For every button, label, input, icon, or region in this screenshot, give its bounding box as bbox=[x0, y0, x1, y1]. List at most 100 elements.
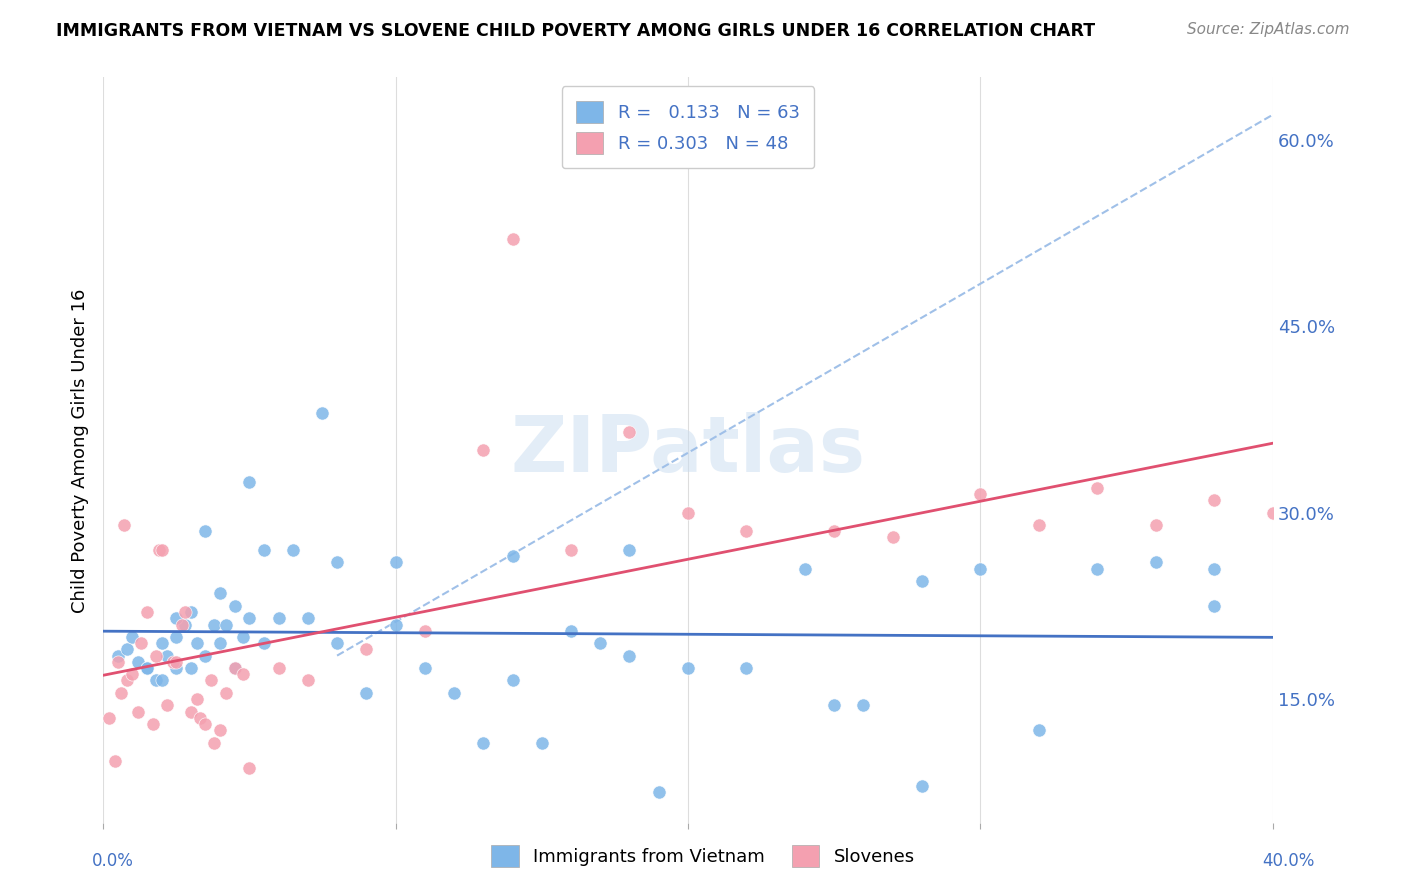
Point bbox=[224, 599, 246, 613]
Point bbox=[1204, 561, 1226, 575]
Point bbox=[238, 760, 260, 774]
Point bbox=[384, 555, 406, 569]
Point bbox=[1144, 518, 1167, 533]
Point bbox=[165, 630, 187, 644]
Point bbox=[136, 661, 159, 675]
Point bbox=[112, 518, 135, 533]
Point bbox=[107, 648, 129, 663]
Point bbox=[283, 543, 305, 558]
Point bbox=[150, 543, 173, 558]
Point bbox=[735, 661, 758, 675]
Point bbox=[209, 636, 232, 650]
Point bbox=[194, 648, 217, 663]
Point bbox=[560, 543, 582, 558]
Point bbox=[150, 673, 173, 688]
Point bbox=[502, 232, 524, 246]
Point bbox=[560, 624, 582, 638]
Point bbox=[110, 686, 132, 700]
Point bbox=[1204, 599, 1226, 613]
Point bbox=[165, 611, 187, 625]
Point bbox=[215, 686, 238, 700]
Point bbox=[224, 661, 246, 675]
Point bbox=[202, 617, 225, 632]
Point bbox=[530, 736, 553, 750]
Point bbox=[413, 624, 436, 638]
Point bbox=[194, 524, 217, 539]
Point bbox=[186, 636, 208, 650]
Point bbox=[472, 443, 495, 458]
Point bbox=[174, 605, 197, 619]
Point bbox=[145, 673, 167, 688]
Point bbox=[793, 561, 815, 575]
Point bbox=[384, 617, 406, 632]
Point bbox=[150, 636, 173, 650]
Point bbox=[735, 524, 758, 539]
Point bbox=[1204, 493, 1226, 508]
Point bbox=[98, 711, 121, 725]
Point bbox=[253, 636, 276, 650]
Point bbox=[253, 543, 276, 558]
Point bbox=[165, 655, 187, 669]
Point bbox=[1028, 518, 1050, 533]
Point bbox=[356, 686, 378, 700]
Point bbox=[224, 661, 246, 675]
Point bbox=[911, 779, 934, 793]
Point bbox=[297, 673, 319, 688]
Point bbox=[165, 661, 187, 675]
Point bbox=[619, 648, 641, 663]
Point bbox=[443, 686, 465, 700]
Text: ZIPatlas: ZIPatlas bbox=[510, 412, 866, 489]
Legend: R =   0.133   N = 63, R = 0.303   N = 48: R = 0.133 N = 63, R = 0.303 N = 48 bbox=[562, 87, 814, 169]
Point bbox=[156, 648, 179, 663]
Point bbox=[156, 698, 179, 713]
Point bbox=[121, 667, 143, 681]
Point bbox=[215, 617, 238, 632]
Point bbox=[676, 506, 699, 520]
Point bbox=[647, 785, 669, 799]
Point bbox=[1085, 561, 1108, 575]
Point bbox=[202, 736, 225, 750]
Point bbox=[823, 698, 845, 713]
Text: IMMIGRANTS FROM VIETNAM VS SLOVENE CHILD POVERTY AMONG GIRLS UNDER 16 CORRELATIO: IMMIGRANTS FROM VIETNAM VS SLOVENE CHILD… bbox=[56, 22, 1095, 40]
Point bbox=[1085, 481, 1108, 495]
Point bbox=[676, 661, 699, 675]
Point bbox=[1028, 723, 1050, 738]
Point bbox=[589, 636, 612, 650]
Legend: Immigrants from Vietnam, Slovenes: Immigrants from Vietnam, Slovenes bbox=[484, 838, 922, 874]
Point bbox=[823, 524, 845, 539]
Point bbox=[326, 636, 349, 650]
Point bbox=[238, 475, 260, 489]
Point bbox=[136, 661, 159, 675]
Text: 0.0%: 0.0% bbox=[91, 852, 134, 870]
Point bbox=[852, 698, 875, 713]
Point bbox=[186, 692, 208, 706]
Point bbox=[180, 705, 202, 719]
Point bbox=[180, 661, 202, 675]
Point bbox=[311, 406, 333, 420]
Point bbox=[232, 630, 254, 644]
Point bbox=[148, 543, 170, 558]
Point bbox=[115, 642, 138, 657]
Point bbox=[1144, 555, 1167, 569]
Point bbox=[200, 673, 222, 688]
Point bbox=[121, 630, 143, 644]
Text: Source: ZipAtlas.com: Source: ZipAtlas.com bbox=[1187, 22, 1350, 37]
Point bbox=[619, 543, 641, 558]
Point bbox=[356, 642, 378, 657]
Point bbox=[162, 655, 184, 669]
Point bbox=[882, 531, 904, 545]
Point bbox=[502, 673, 524, 688]
Point bbox=[969, 487, 991, 501]
Point bbox=[209, 586, 232, 600]
Point bbox=[267, 661, 290, 675]
Y-axis label: Child Poverty Among Girls Under 16: Child Poverty Among Girls Under 16 bbox=[72, 288, 89, 613]
Text: 40.0%: 40.0% bbox=[1263, 852, 1315, 870]
Point bbox=[127, 705, 149, 719]
Point bbox=[129, 636, 152, 650]
Point bbox=[238, 611, 260, 625]
Point bbox=[267, 611, 290, 625]
Point bbox=[145, 648, 167, 663]
Point bbox=[188, 711, 211, 725]
Point bbox=[969, 561, 991, 575]
Point bbox=[326, 555, 349, 569]
